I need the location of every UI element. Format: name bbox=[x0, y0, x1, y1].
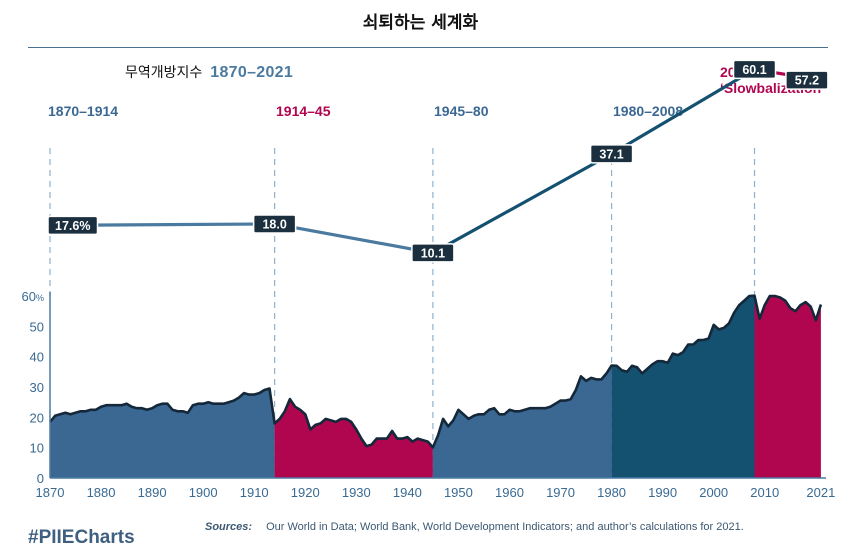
x-tick-label: 1960 bbox=[495, 485, 524, 500]
value-badge-label: 57.2 bbox=[795, 74, 819, 88]
chart-subtitle: 무역개방지수 1870–2021 bbox=[125, 62, 293, 82]
period-label: 1870–1914 bbox=[48, 103, 118, 119]
value-badge: 60.1 bbox=[732, 59, 777, 80]
y-tick-label: 50 bbox=[30, 319, 44, 334]
value-badge-label: 17.6% bbox=[55, 219, 90, 233]
x-tick-label: 1910 bbox=[240, 485, 269, 500]
x-tick-label: 1930 bbox=[342, 485, 371, 500]
area-segment bbox=[50, 388, 275, 478]
value-badge-label: 37.1 bbox=[599, 147, 623, 161]
value-badge-box bbox=[47, 215, 99, 236]
x-tick-label: 2010 bbox=[750, 485, 779, 500]
value-badge-box bbox=[732, 59, 777, 80]
y-tick-label: 30 bbox=[30, 380, 44, 395]
value-badge-label: 60.1 bbox=[742, 63, 766, 77]
summary-line-segment bbox=[273, 222, 435, 255]
x-tick-label: 1970 bbox=[546, 485, 575, 500]
value-badge: 17.6% bbox=[47, 215, 99, 236]
area-segment bbox=[611, 295, 755, 478]
y-tick-label: 0 bbox=[37, 471, 44, 486]
area-segment bbox=[432, 365, 612, 478]
period-label: 1980–2008 bbox=[613, 103, 683, 119]
sources-text: Our World in Data; World Bank, World Dev… bbox=[266, 521, 744, 533]
footer-sources: Sources: Our World in Data; World Bank, W… bbox=[205, 521, 744, 533]
y-tick-label: 10 bbox=[30, 441, 44, 456]
x-tick-label: 1890 bbox=[138, 485, 167, 500]
x-tick-label: 1920 bbox=[291, 485, 320, 500]
value-badge-label: 18.0 bbox=[262, 217, 286, 231]
summary-line-segment bbox=[431, 152, 614, 255]
x-tick-label: 1880 bbox=[87, 485, 116, 500]
x-tick-label: 1990 bbox=[648, 485, 677, 500]
value-badge-box bbox=[411, 243, 455, 263]
value-badge-label: 10.1 bbox=[421, 246, 445, 260]
value-badge-box bbox=[589, 144, 634, 164]
title-rule bbox=[28, 47, 828, 48]
x-tick-label: 1980 bbox=[597, 485, 626, 500]
x-tick-label: 1870 bbox=[36, 485, 65, 500]
x-tick-label: 2000 bbox=[699, 485, 728, 500]
value-badge: 18.0 bbox=[252, 214, 297, 234]
area-segment bbox=[754, 295, 821, 478]
y-tick-label: 40 bbox=[30, 350, 44, 365]
x-tick-label: 1900 bbox=[189, 485, 218, 500]
x-tick-label: 2021 bbox=[806, 485, 835, 500]
value-badge-box bbox=[785, 70, 829, 90]
chart-title: 쇠퇴하는 세계화 bbox=[362, 13, 479, 33]
y-tick-label: 60% bbox=[22, 289, 44, 304]
sources-label: Sources: bbox=[205, 521, 253, 533]
period-label: 1945–80 bbox=[434, 103, 489, 119]
value-badge: 37.1 bbox=[589, 144, 634, 164]
value-badge-box bbox=[252, 214, 297, 234]
footer-hashtag: #PIIECharts bbox=[28, 527, 135, 548]
series-outline bbox=[49, 294, 823, 449]
period-label: 1914–45 bbox=[276, 103, 331, 119]
y-tick-label: 20 bbox=[30, 410, 44, 425]
x-tick-label: 1950 bbox=[444, 485, 473, 500]
x-tick-label: 1940 bbox=[393, 485, 422, 500]
summary-line-segment bbox=[609, 67, 757, 156]
subtitle-range: 1870–2021 bbox=[210, 64, 294, 81]
value-badge: 10.1 bbox=[411, 243, 455, 263]
value-badge: 57.2 bbox=[785, 70, 829, 90]
area-segment bbox=[274, 399, 433, 478]
subtitle-label: 무역개방지수 bbox=[125, 65, 203, 81]
